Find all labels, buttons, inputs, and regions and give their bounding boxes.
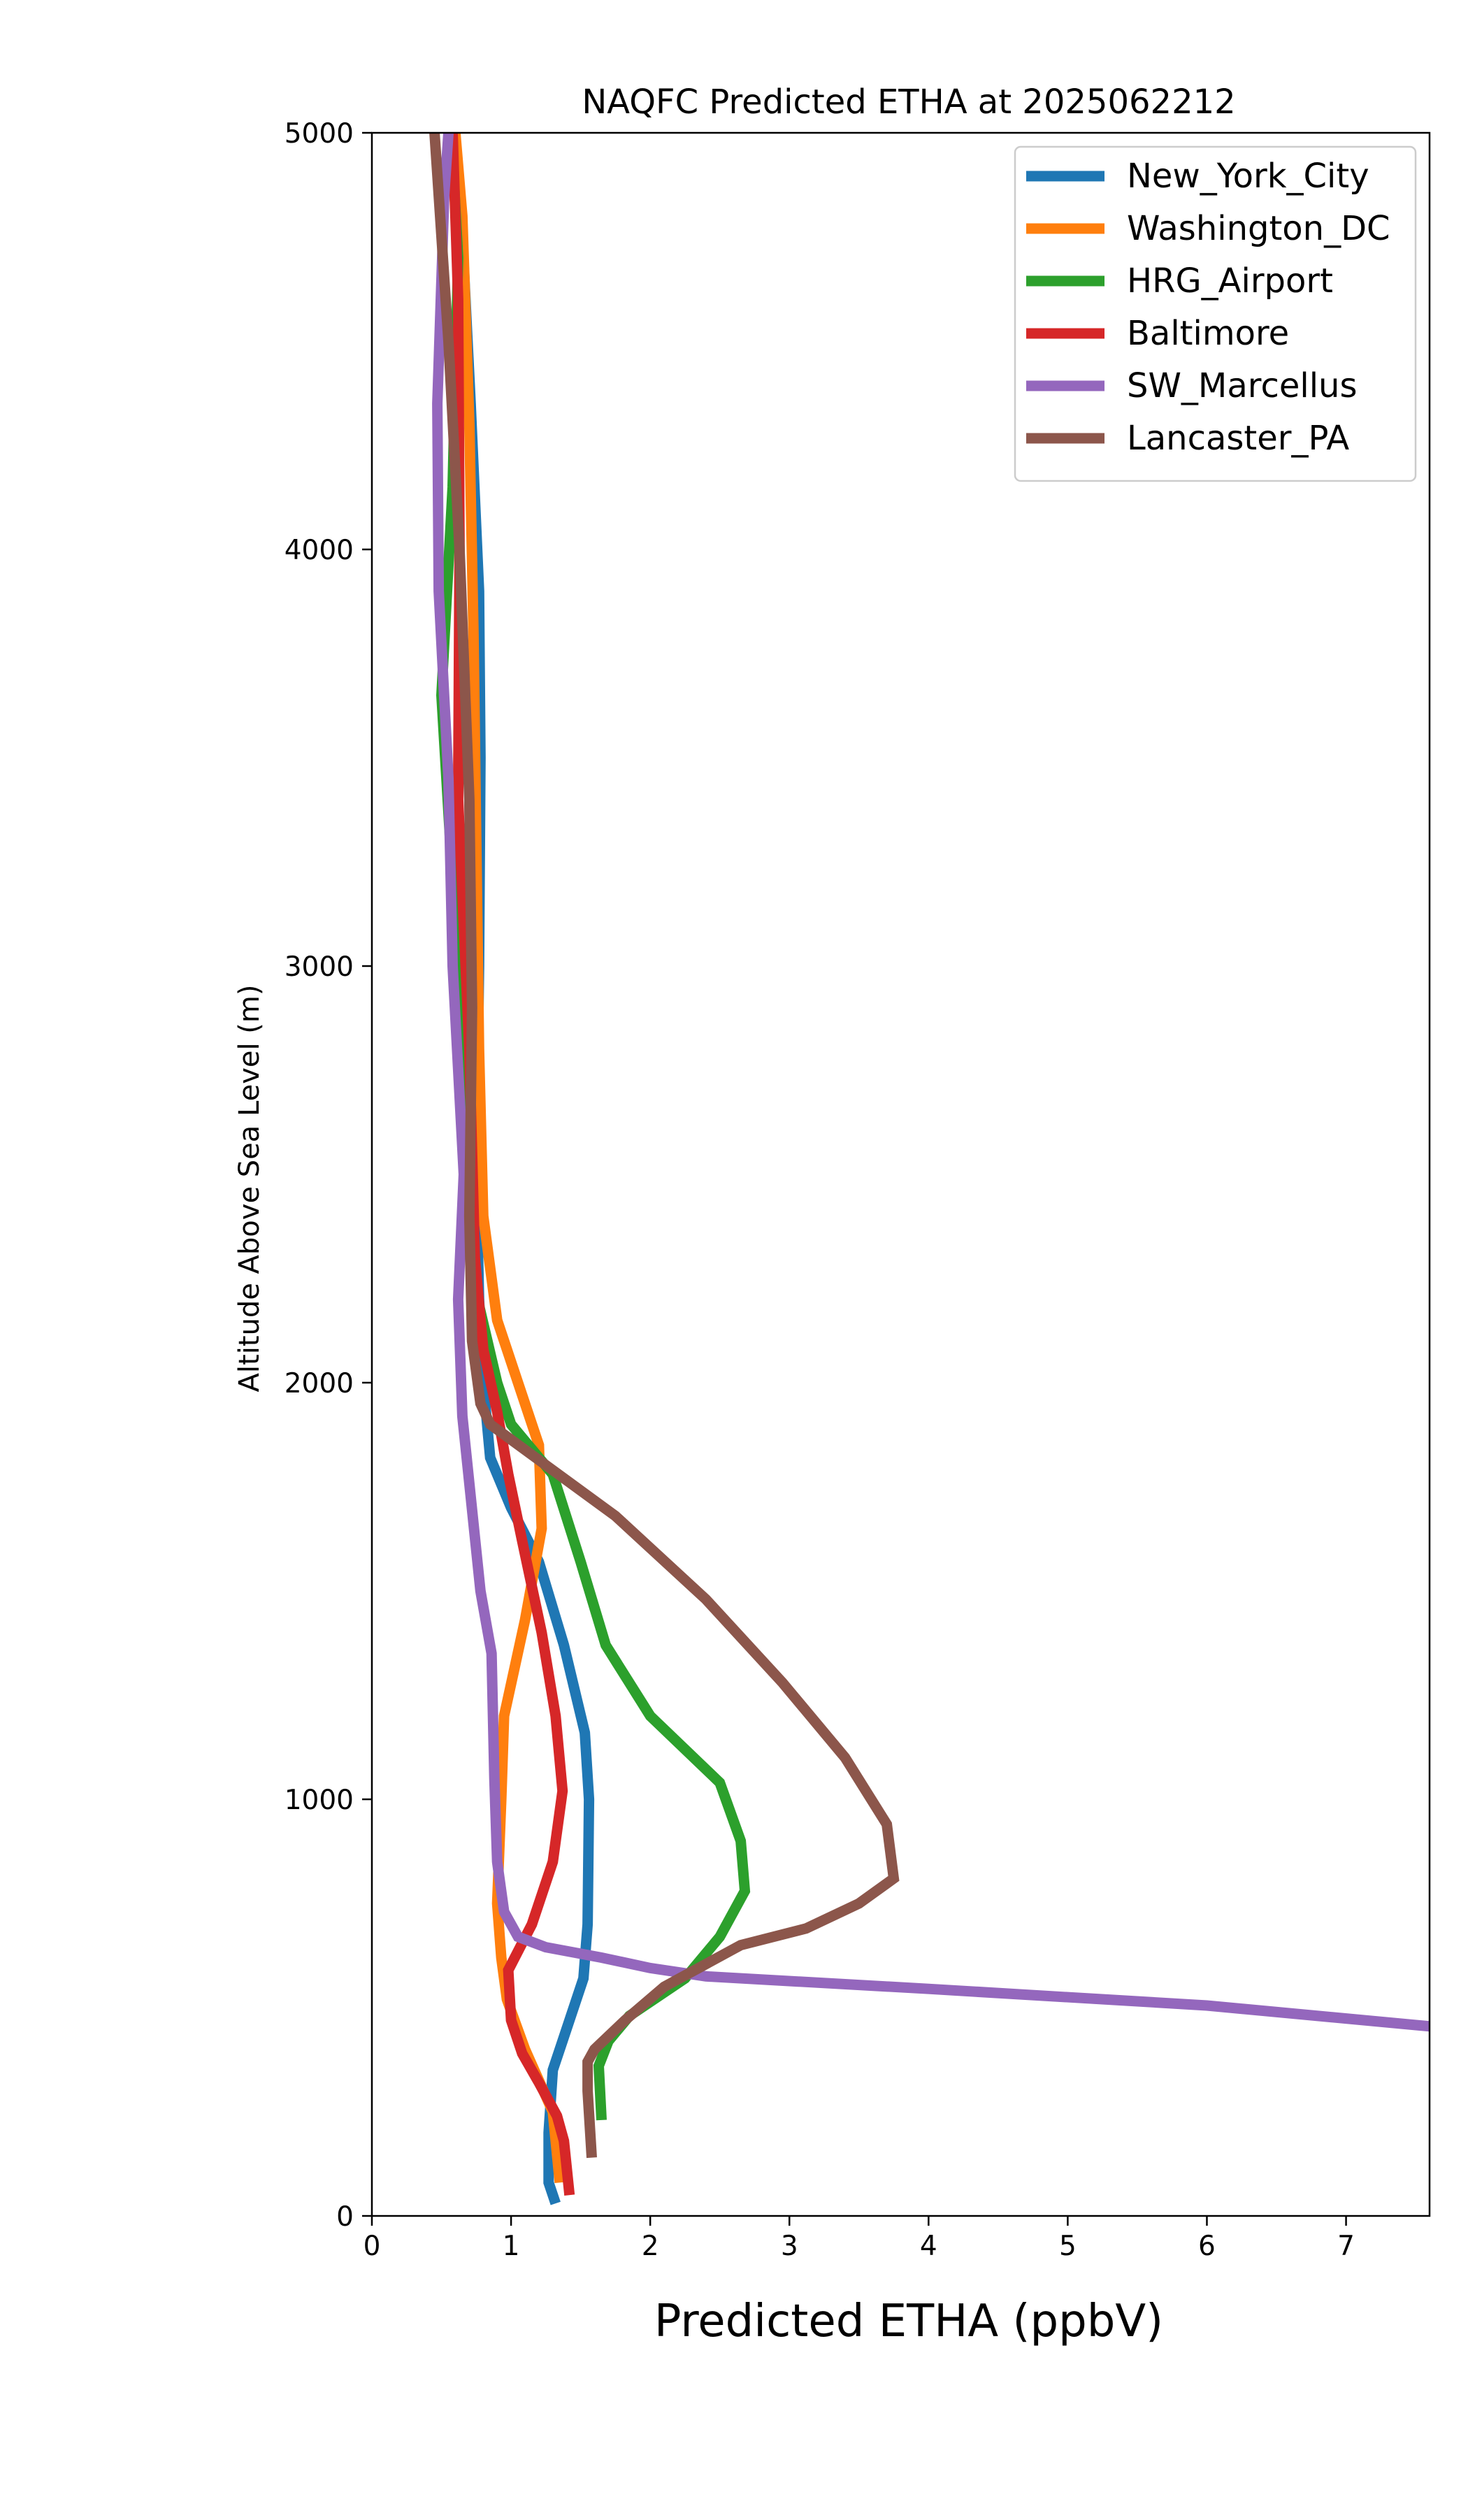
legend-label-sw-marcellus: SW_Marcellus <box>1127 366 1357 405</box>
x-tick-label: 1 <box>503 2231 520 2262</box>
y-tick-label: 0 <box>336 2201 354 2233</box>
legend-label-baltimore: Baltimore <box>1127 314 1289 353</box>
y-tick-label: 2000 <box>285 1368 354 1399</box>
legend-label-washington-dc: Washington_DC <box>1127 209 1390 248</box>
series-line-lancaster-pa <box>429 133 900 2159</box>
legend-label-lancaster-pa: Lancaster_PA <box>1127 419 1349 458</box>
y-tick-label: 3000 <box>285 951 354 983</box>
series-line-baltimore <box>447 133 575 2196</box>
x-tick-label: 0 <box>364 2231 381 2262</box>
chart-title: NAQFC Predicted ETHA at 2025062212 <box>582 82 1235 122</box>
y-tick-label: 1000 <box>285 1785 354 1816</box>
y-tick-label: 5000 <box>285 118 354 150</box>
y-tick-label: 4000 <box>285 535 354 566</box>
y-axis-label: Altitude Above Sea Level (m) <box>233 985 266 1392</box>
x-tick-label: 3 <box>781 2231 798 2262</box>
y-axis-ticks: 0 1000 2000 3000 4000 5000 <box>285 118 372 2233</box>
x-tick-label: 5 <box>1059 2231 1077 2262</box>
x-axis-ticks: 0 1 2 3 4 5 6 7 <box>364 2216 1355 2262</box>
plot-area-frame <box>370 131 1431 2217</box>
axes-layer <box>370 131 1431 2217</box>
x-tick-label: 4 <box>920 2231 937 2262</box>
x-tick-label: 7 <box>1337 2231 1355 2262</box>
legend-box <box>1014 145 1417 482</box>
legend-label-new-york-city: New_York_City <box>1127 157 1369 196</box>
legend: New_York_City Washington_DC HRG_Airport Bal… <box>1014 145 1417 482</box>
series-line-sw-marcellus <box>432 133 1430 2032</box>
x-axis-label: Predicted ETHA (ppbV) <box>654 2296 1163 2347</box>
series-layer <box>429 133 1430 2205</box>
x-tick-label: 6 <box>1198 2231 1216 2262</box>
legend-label-hrg-airport: HRG_Airport <box>1127 261 1333 301</box>
x-tick-label: 2 <box>642 2231 659 2262</box>
